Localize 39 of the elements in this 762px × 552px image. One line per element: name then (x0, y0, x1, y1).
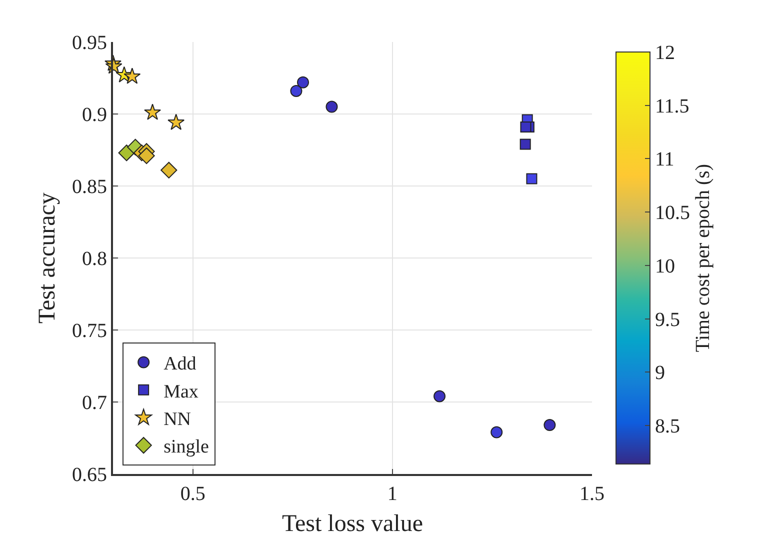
y-tick-label: 0.85 (72, 176, 107, 198)
y-tick-label: 0.9 (82, 104, 107, 126)
color-bar-label: 9.5 (655, 308, 680, 331)
y-axis-title: Test accuracy (34, 192, 61, 324)
x-tick-label: 1.5 (580, 483, 604, 505)
x-tick-label: 0.5 (180, 483, 206, 505)
point (290, 84, 302, 97)
y-tick-label: 0.7 (82, 392, 107, 414)
y-tick-label: 0.65 (72, 464, 107, 486)
legend-label: NN (164, 409, 192, 430)
point (326, 100, 338, 113)
point (544, 419, 556, 432)
point (434, 390, 446, 402)
color-bar-label: 11 (655, 148, 674, 171)
legend-label: Max (164, 381, 199, 402)
y-tick-label: 0.95 (72, 32, 107, 54)
point (526, 173, 538, 184)
color-bar-label: 12 (655, 42, 675, 64)
x-axis-title: Test loss value (282, 510, 423, 537)
color-bar-label: 8.5 (655, 416, 680, 438)
point (138, 147, 155, 164)
color-bar-label: 10 (655, 255, 675, 278)
point (168, 114, 185, 130)
point (124, 68, 141, 84)
color-bar-label: 9 (655, 362, 665, 384)
point (520, 138, 531, 150)
legend-label: Add (164, 354, 197, 375)
y-tick-label: 0.75 (72, 320, 107, 342)
point (160, 162, 178, 178)
point (520, 121, 532, 132)
legend-label: single (164, 436, 209, 458)
point (144, 104, 162, 120)
color-bar-label: 11.5 (655, 95, 690, 118)
color-bar-label: 10.5 (655, 202, 690, 224)
point (490, 426, 503, 438)
x-tick-label: 1 (387, 483, 398, 505)
color-bar-title: Time cost per epoch (s) (692, 164, 714, 352)
y-tick-label: 0.8 (82, 248, 107, 270)
point (297, 76, 309, 88)
